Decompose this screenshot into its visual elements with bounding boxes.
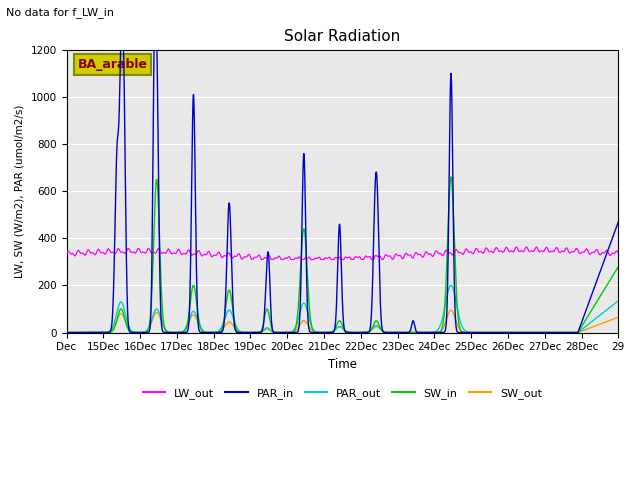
Text: BA_arable: BA_arable — [77, 58, 148, 71]
X-axis label: Time: Time — [328, 358, 357, 371]
Y-axis label: LW, SW (W/m2), PAR (umol/m2/s): LW, SW (W/m2), PAR (umol/m2/s) — [15, 105, 25, 278]
Text: No data for f_LW_in: No data for f_LW_in — [6, 7, 115, 18]
Legend: LW_out, PAR_in, PAR_out, SW_in, SW_out: LW_out, PAR_in, PAR_out, SW_in, SW_out — [139, 384, 546, 403]
Title: Solar Radiation: Solar Radiation — [284, 29, 401, 44]
